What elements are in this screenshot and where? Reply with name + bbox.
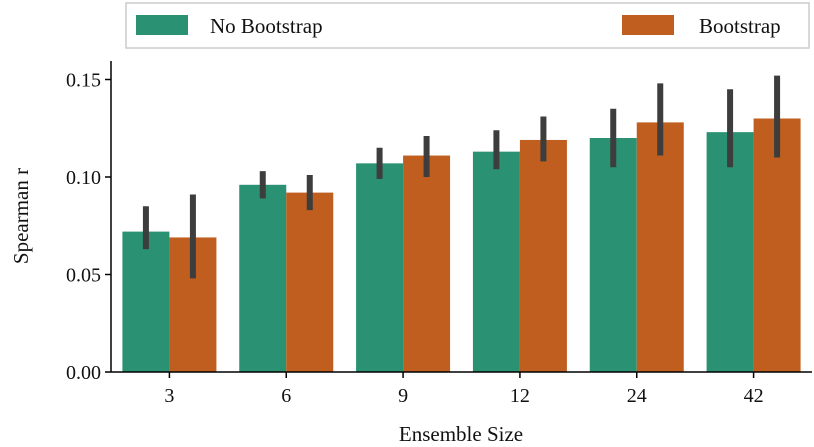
- legend: No Bootstrap Bootstrap: [125, 2, 810, 49]
- bars: [122, 118, 801, 373]
- y-tick-label-0.00: 0.00: [66, 362, 101, 384]
- bar-no-bootstrap-12: [472, 151, 520, 372]
- y-tick-label-0.05: 0.05: [66, 265, 101, 287]
- bar-bootstrap-12: [519, 139, 567, 372]
- bar-no-bootstrap-24: [589, 138, 637, 372]
- bar-bootstrap-24: [636, 122, 684, 373]
- y-tick-label-0.15: 0.15: [66, 70, 101, 92]
- x-tick-label-42: 42: [744, 385, 764, 407]
- y-axis-label: Spearman r: [9, 168, 33, 264]
- legend-label-no-bootstrap: No Bootstrap: [210, 14, 323, 38]
- bar-no-bootstrap-9: [356, 163, 404, 372]
- y-tick-label-0.10: 0.10: [66, 167, 101, 189]
- bar-bootstrap-42: [753, 118, 801, 372]
- legend-frame: [125, 2, 810, 49]
- bar-bootstrap-9: [403, 155, 451, 372]
- x-tick-label-9: 9: [398, 385, 408, 407]
- bar-no-bootstrap-3: [122, 231, 170, 372]
- legend-swatch-no-bootstrap: [136, 15, 188, 35]
- x-axis-label: Ensemble Size: [399, 422, 523, 446]
- plot-area: 0.00 0.05 0.10 0.15 3 6 9 12 24 42: [66, 61, 812, 407]
- legend-swatch-bootstrap: [622, 15, 674, 35]
- bar-no-bootstrap-6: [239, 184, 287, 372]
- x-tick-label-3: 3: [164, 385, 174, 407]
- legend-label-bootstrap: Bootstrap: [699, 14, 781, 38]
- bar-bootstrap-6: [286, 192, 334, 372]
- x-tick-label-24: 24: [627, 385, 647, 407]
- x-tick-label-12: 12: [510, 385, 530, 407]
- x-tick-label-6: 6: [281, 385, 291, 407]
- y-ticks: 0.00 0.05 0.10 0.15: [66, 70, 111, 384]
- x-ticks: 3 6 9 12 24 42: [164, 372, 764, 407]
- error-bars: [142, 75, 781, 279]
- bar-no-bootstrap-42: [706, 132, 754, 372]
